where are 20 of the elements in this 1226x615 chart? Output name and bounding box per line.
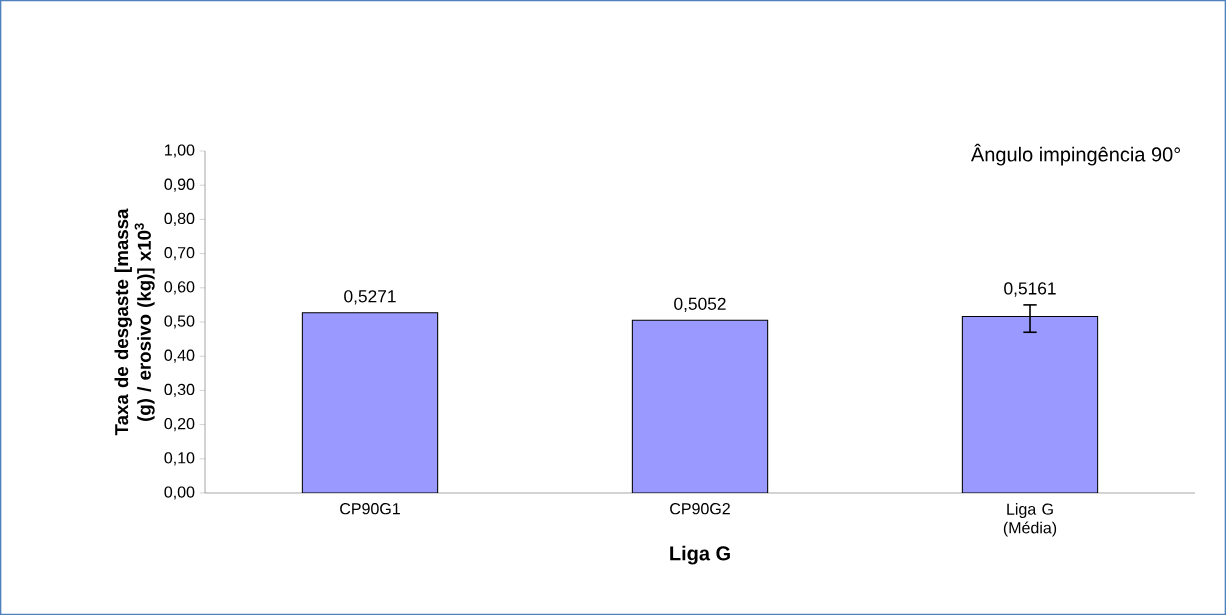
x-tick-label: CP90G1 bbox=[340, 503, 400, 515]
x-tick-label: Liga G (Média) bbox=[1003, 503, 1057, 537]
data-label: 0,5052 bbox=[674, 297, 726, 312]
x-tick-label: CP90G2 bbox=[670, 503, 730, 515]
x-axis-title: Liga G bbox=[670, 545, 730, 565]
y-tick-label: 0,90 bbox=[164, 178, 195, 192]
y-tick-label: 0,70 bbox=[164, 247, 195, 261]
y-tick-label: 0,80 bbox=[164, 212, 195, 227]
y-tick-label: 1,00 bbox=[165, 144, 195, 158]
y-tick-label: 0,40 bbox=[164, 349, 195, 363]
y-tick-label: 0,20 bbox=[164, 418, 195, 432]
data-label: 0,5161 bbox=[1004, 282, 1056, 297]
y-axis-title: Taxa de desgaste [massa (g) / erosivo (kg)] x10$^{3}$ bbox=[114, 208, 155, 436]
y-tick-label: 0,00 bbox=[164, 486, 195, 500]
y-tick-label: 0,10 bbox=[164, 452, 195, 466]
data-label: 0,5271 bbox=[344, 290, 396, 305]
y-tick-label: 0,50 bbox=[164, 315, 195, 329]
y-tick-label: 0,30 bbox=[164, 383, 195, 398]
y-tick-label: 0,60 bbox=[164, 281, 195, 295]
chart-title: Ângulo impingência 90° bbox=[970, 143, 1181, 166]
